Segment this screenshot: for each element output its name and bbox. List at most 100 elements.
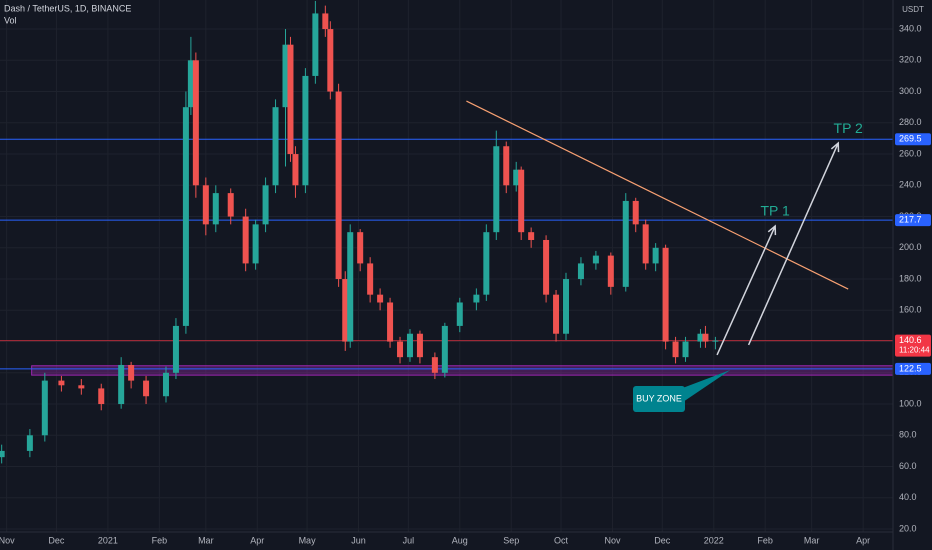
last-price-tag-box bbox=[895, 334, 931, 357]
candle-body bbox=[212, 193, 219, 225]
candle-body bbox=[607, 255, 614, 287]
candle-body bbox=[682, 341, 689, 358]
target-arrow bbox=[747, 142, 839, 346]
candle-body bbox=[543, 239, 550, 295]
candle-body bbox=[357, 232, 364, 264]
y-tick-label: 80.0 bbox=[899, 430, 917, 440]
y-tick-label: 40.0 bbox=[899, 492, 917, 502]
x-tick-label: Feb bbox=[757, 535, 773, 545]
x-tick-label: May bbox=[299, 535, 317, 545]
price-axis bbox=[893, 0, 932, 550]
candle-body bbox=[347, 232, 354, 342]
zone-tag: 122.5 bbox=[899, 363, 922, 373]
candle-body bbox=[553, 294, 560, 334]
candle-body bbox=[697, 333, 704, 342]
candle-body bbox=[143, 380, 150, 397]
x-tick-label: Mar bbox=[804, 535, 820, 545]
candle-body bbox=[182, 107, 189, 326]
candle-body bbox=[128, 364, 135, 381]
candle-body bbox=[377, 294, 384, 303]
candle-body bbox=[118, 364, 125, 405]
chart-title: Dash / TetherUS, 1D, BINANCE bbox=[4, 3, 131, 13]
x-tick-label: Oct bbox=[554, 535, 569, 545]
y-tick-label: 260.0 bbox=[899, 148, 922, 158]
candle-body bbox=[187, 60, 194, 108]
y-tick-label: 20.0 bbox=[899, 523, 917, 533]
trendline bbox=[466, 100, 849, 290]
candle-body bbox=[702, 333, 709, 342]
y-tick-label: 60.0 bbox=[899, 461, 917, 471]
callout-label: BUY ZONE bbox=[636, 393, 682, 403]
candle-body bbox=[41, 380, 48, 436]
x-tick-label: Nov bbox=[604, 535, 621, 545]
candle-body bbox=[58, 380, 65, 386]
candle-body bbox=[26, 435, 33, 451]
candle-body bbox=[272, 107, 279, 186]
candle-body bbox=[98, 388, 105, 405]
candle-body bbox=[473, 294, 480, 303]
last-price-tag-countdown: 11:20:44 bbox=[899, 346, 930, 355]
arrow-head bbox=[830, 141, 840, 153]
grid bbox=[0, 0, 893, 532]
candle-body bbox=[672, 341, 679, 358]
candle-body bbox=[406, 333, 413, 358]
y-tick-label: 240.0 bbox=[899, 180, 922, 190]
candle-body bbox=[563, 279, 570, 334]
candle-body bbox=[367, 263, 374, 295]
y-tick-label: 300.0 bbox=[899, 86, 922, 96]
currency-label: USDT bbox=[902, 5, 924, 14]
candle-body bbox=[416, 333, 423, 358]
y-tick-label: 180.0 bbox=[899, 273, 922, 283]
candle-body bbox=[632, 200, 639, 225]
candle-body bbox=[513, 169, 520, 186]
callout-box bbox=[633, 386, 685, 412]
candle-body bbox=[282, 44, 289, 108]
candle-body bbox=[287, 44, 294, 155]
candle-body bbox=[322, 13, 329, 30]
x-tick-label: Nov bbox=[0, 535, 15, 545]
candle-body bbox=[652, 247, 659, 264]
candle-body bbox=[312, 13, 319, 76]
candle-body bbox=[518, 169, 525, 233]
x-tick-label: Sep bbox=[503, 535, 519, 545]
candle-body bbox=[262, 185, 269, 225]
y-tick-label: 160.0 bbox=[899, 305, 922, 315]
candle-body bbox=[622, 200, 629, 287]
plot: TP 1 TP 2 BUY ZONE bbox=[0, 0, 894, 464]
target-label: TP 1 bbox=[760, 203, 790, 219]
y-tick-label: 340.0 bbox=[899, 23, 922, 33]
x-tick-label: Jun bbox=[351, 535, 366, 545]
candle-body bbox=[78, 385, 85, 389]
candle-body bbox=[172, 325, 179, 373]
candle-body bbox=[503, 146, 510, 186]
candle-body bbox=[528, 232, 535, 240]
candle-body bbox=[397, 341, 404, 358]
candle-body bbox=[327, 29, 334, 92]
x-tick-label: 2022 bbox=[704, 535, 724, 545]
candle-body bbox=[335, 91, 342, 280]
y-tick-label: 280.0 bbox=[899, 117, 922, 127]
candle-body bbox=[202, 185, 209, 225]
y-tick-label: 200.0 bbox=[899, 242, 922, 252]
candle-body bbox=[302, 75, 309, 186]
x-tick-label: Jul bbox=[403, 535, 415, 545]
candle-body bbox=[342, 279, 349, 342]
candle-body bbox=[493, 146, 500, 233]
x-tick-label: Apr bbox=[250, 535, 264, 545]
candle-body bbox=[456, 302, 463, 326]
x-tick-label: Dec bbox=[654, 535, 671, 545]
last-price-tag: 140.6 bbox=[899, 335, 922, 345]
x-tick-label: Mar bbox=[198, 535, 214, 545]
x-tick-label: 2021 bbox=[98, 535, 118, 545]
volume-label: Vol bbox=[4, 15, 17, 25]
level-tag: 269.5 bbox=[899, 134, 922, 144]
candle-body bbox=[292, 154, 299, 186]
candle-body bbox=[483, 232, 490, 295]
x-tick-label: Dec bbox=[48, 535, 65, 545]
candle-body bbox=[0, 450, 5, 458]
candle-body bbox=[642, 224, 649, 264]
candle-body bbox=[387, 302, 394, 342]
y-tick-label: 100.0 bbox=[899, 398, 922, 408]
